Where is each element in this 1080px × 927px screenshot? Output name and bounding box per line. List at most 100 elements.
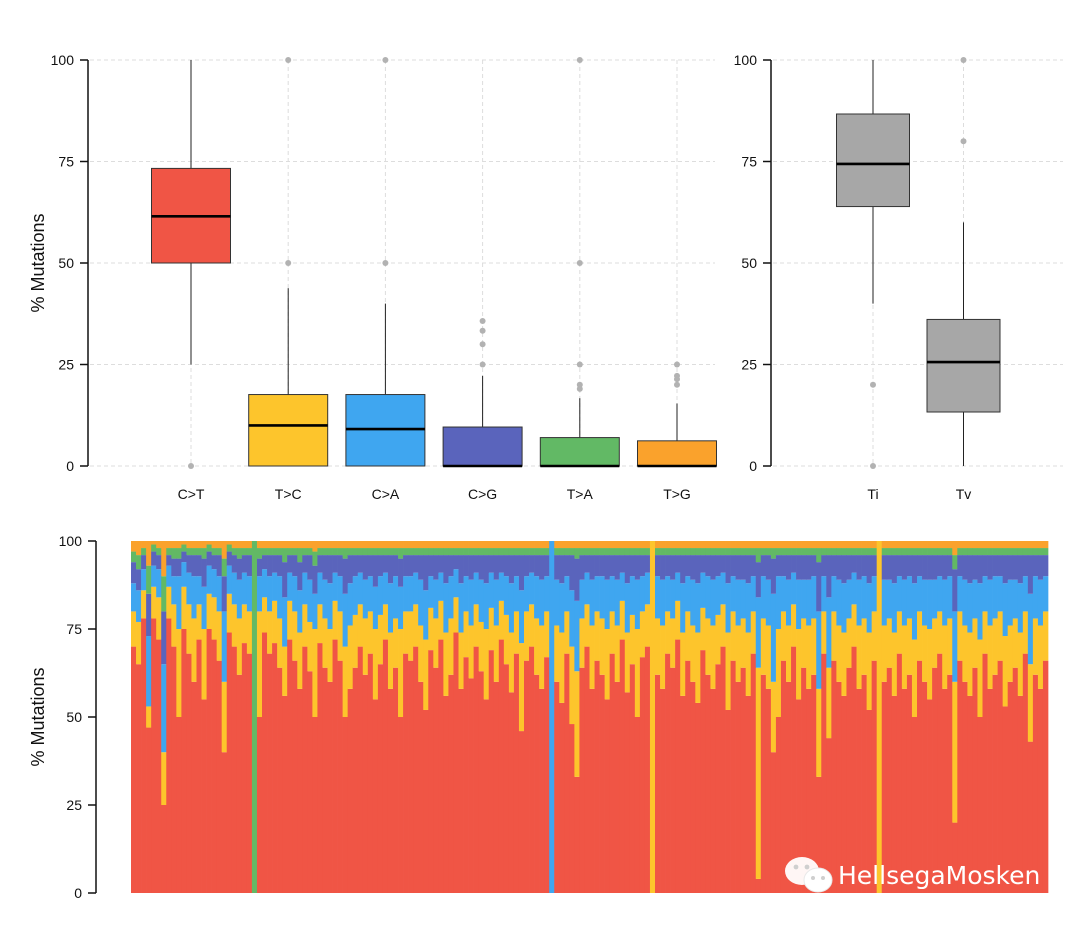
stack-segment-ttog [801, 541, 807, 549]
stack-segment-ttoa [282, 548, 288, 563]
stack-segment-ctog [896, 555, 903, 577]
stack-segment-ctot [458, 688, 464, 893]
stack-segment-ttoc [554, 625, 560, 682]
stack-segment-ttoa [398, 548, 404, 559]
stack-segment-ttoa [755, 548, 762, 563]
stack-segment-ttog [770, 541, 777, 549]
stack-segment-ctot [448, 674, 454, 893]
stack-segment-ttog [629, 541, 636, 549]
stack-segment-ctot [428, 650, 434, 893]
stack-segment-ctog [962, 555, 968, 580]
stack-segment-ctog [786, 555, 792, 580]
y-tick-label: 100 [51, 52, 75, 68]
stack-segment-ctog [655, 555, 661, 577]
stack-segment-ctot [927, 699, 933, 893]
y-tick-label: 50 [741, 255, 757, 271]
stack-segment-ctoa [901, 579, 908, 626]
stack-segment-ctoa [529, 572, 535, 605]
stack-segment-ctot [745, 695, 752, 893]
stack-segment-ctoa [131, 583, 137, 612]
stack-segment-ttoa [216, 548, 223, 556]
stack-segment-ttoa [881, 548, 888, 556]
stack-segment-ttog [932, 541, 938, 549]
stack-segment-ttoa [967, 548, 973, 556]
stack-segment-ctoa [468, 579, 474, 626]
stack-segment-ctot [282, 695, 288, 893]
stack-segment-ctot [277, 667, 283, 893]
stack-segment-ttog [700, 541, 706, 549]
stack-segment-ttog [508, 541, 515, 549]
stack-segment-ctoa [997, 576, 1004, 612]
stack-segment-ctoa [584, 572, 590, 605]
stack-segment-ctoa [488, 572, 495, 608]
stack-segment-ttog [372, 541, 379, 549]
y-axis-title: % Mutations [28, 667, 48, 766]
stack-segment-ttog [569, 541, 575, 549]
stack-segment-ttoc [796, 629, 802, 700]
stack-segment-ctog [967, 555, 973, 584]
stack-segment-ttoc [937, 611, 943, 654]
stack-segment-ctot [554, 681, 560, 893]
stack-segment-ctot [856, 688, 862, 893]
stack-segment-ctot [584, 646, 590, 893]
stack-segment-ctog [624, 555, 631, 584]
stack-segment-ctot [367, 653, 374, 893]
stack-segment-ttog [750, 541, 757, 549]
outlier-point [382, 57, 389, 63]
stack-segment-ttog [639, 541, 646, 549]
stack-segment-ctoa [796, 579, 802, 629]
stack-segment-ttoa [483, 548, 490, 556]
stack-segment-ttog [901, 541, 908, 549]
stack-segment-ttoa [1007, 548, 1014, 556]
stack-segment-ttoc [156, 597, 162, 640]
stack-segment-ctoa [151, 565, 157, 587]
stack-segment-ctot [947, 674, 953, 893]
stack-segment-ttoc [569, 646, 575, 725]
stack-segment-ttoc [715, 614, 721, 665]
stack-segment-ctoa [448, 576, 454, 619]
stack-segment-ttoc [574, 671, 580, 777]
stack-segment-ttog [760, 541, 767, 549]
stack-segment-ttoa [544, 548, 550, 556]
stack-segment-ctoa [599, 576, 605, 619]
stack-segment-ctoa [811, 576, 817, 619]
stack-segment-ttog [448, 541, 454, 549]
stack-segment-ctot [146, 727, 152, 893]
stack-segment-ttoc [634, 629, 641, 717]
stack-segment-ttoa [191, 548, 197, 556]
stack-segment-ctot [166, 618, 172, 893]
stack-segment-ctog [312, 565, 318, 594]
stack-segment-ttoa [539, 548, 545, 556]
stack-segment-ctoa [297, 590, 303, 633]
stack-segment-ttoc [327, 629, 333, 682]
stack-segment-ttoa [856, 548, 862, 556]
stack-segment-ctoa [735, 579, 742, 626]
stack-segment-ctot [599, 674, 605, 893]
stack-segment-ttoa [166, 548, 172, 556]
stack-segment-ctot [322, 667, 328, 893]
stack-segment-ttog [151, 541, 157, 545]
stack-segment-ttoc [151, 586, 157, 619]
stack-segment-ctog [826, 555, 832, 598]
stack-segment-ttoc [408, 611, 414, 661]
stack-segment-ctot [302, 646, 308, 893]
stack-segment-ctog [191, 555, 197, 577]
stack-segment-ttoc [665, 611, 671, 654]
stack-segment-ttoa [584, 548, 590, 556]
stack-segment-ctoa [408, 576, 414, 612]
stack-segment-ttog [851, 541, 857, 549]
stack-segment-ttoc [1032, 618, 1039, 675]
stack-segment-ttog [917, 541, 923, 549]
stack-segment-ttoa [347, 548, 354, 556]
stack-segment-ctoa [891, 583, 898, 633]
stack-segment-ttog [382, 541, 389, 549]
stack-segment-ctog [398, 558, 404, 587]
stack-segment-ctoa [393, 576, 399, 619]
stack-segment-ctog [413, 555, 419, 573]
stack-segment-ctot [287, 639, 293, 893]
stack-segment-ctoa [604, 579, 611, 629]
stack-segment-ctot [352, 667, 359, 893]
stack-segment-ctoa [473, 572, 480, 605]
titv-boxplot-panel: 0 25 50 75 100 Ti Tv [734, 52, 1063, 502]
stack-segment-ctog [670, 555, 676, 580]
